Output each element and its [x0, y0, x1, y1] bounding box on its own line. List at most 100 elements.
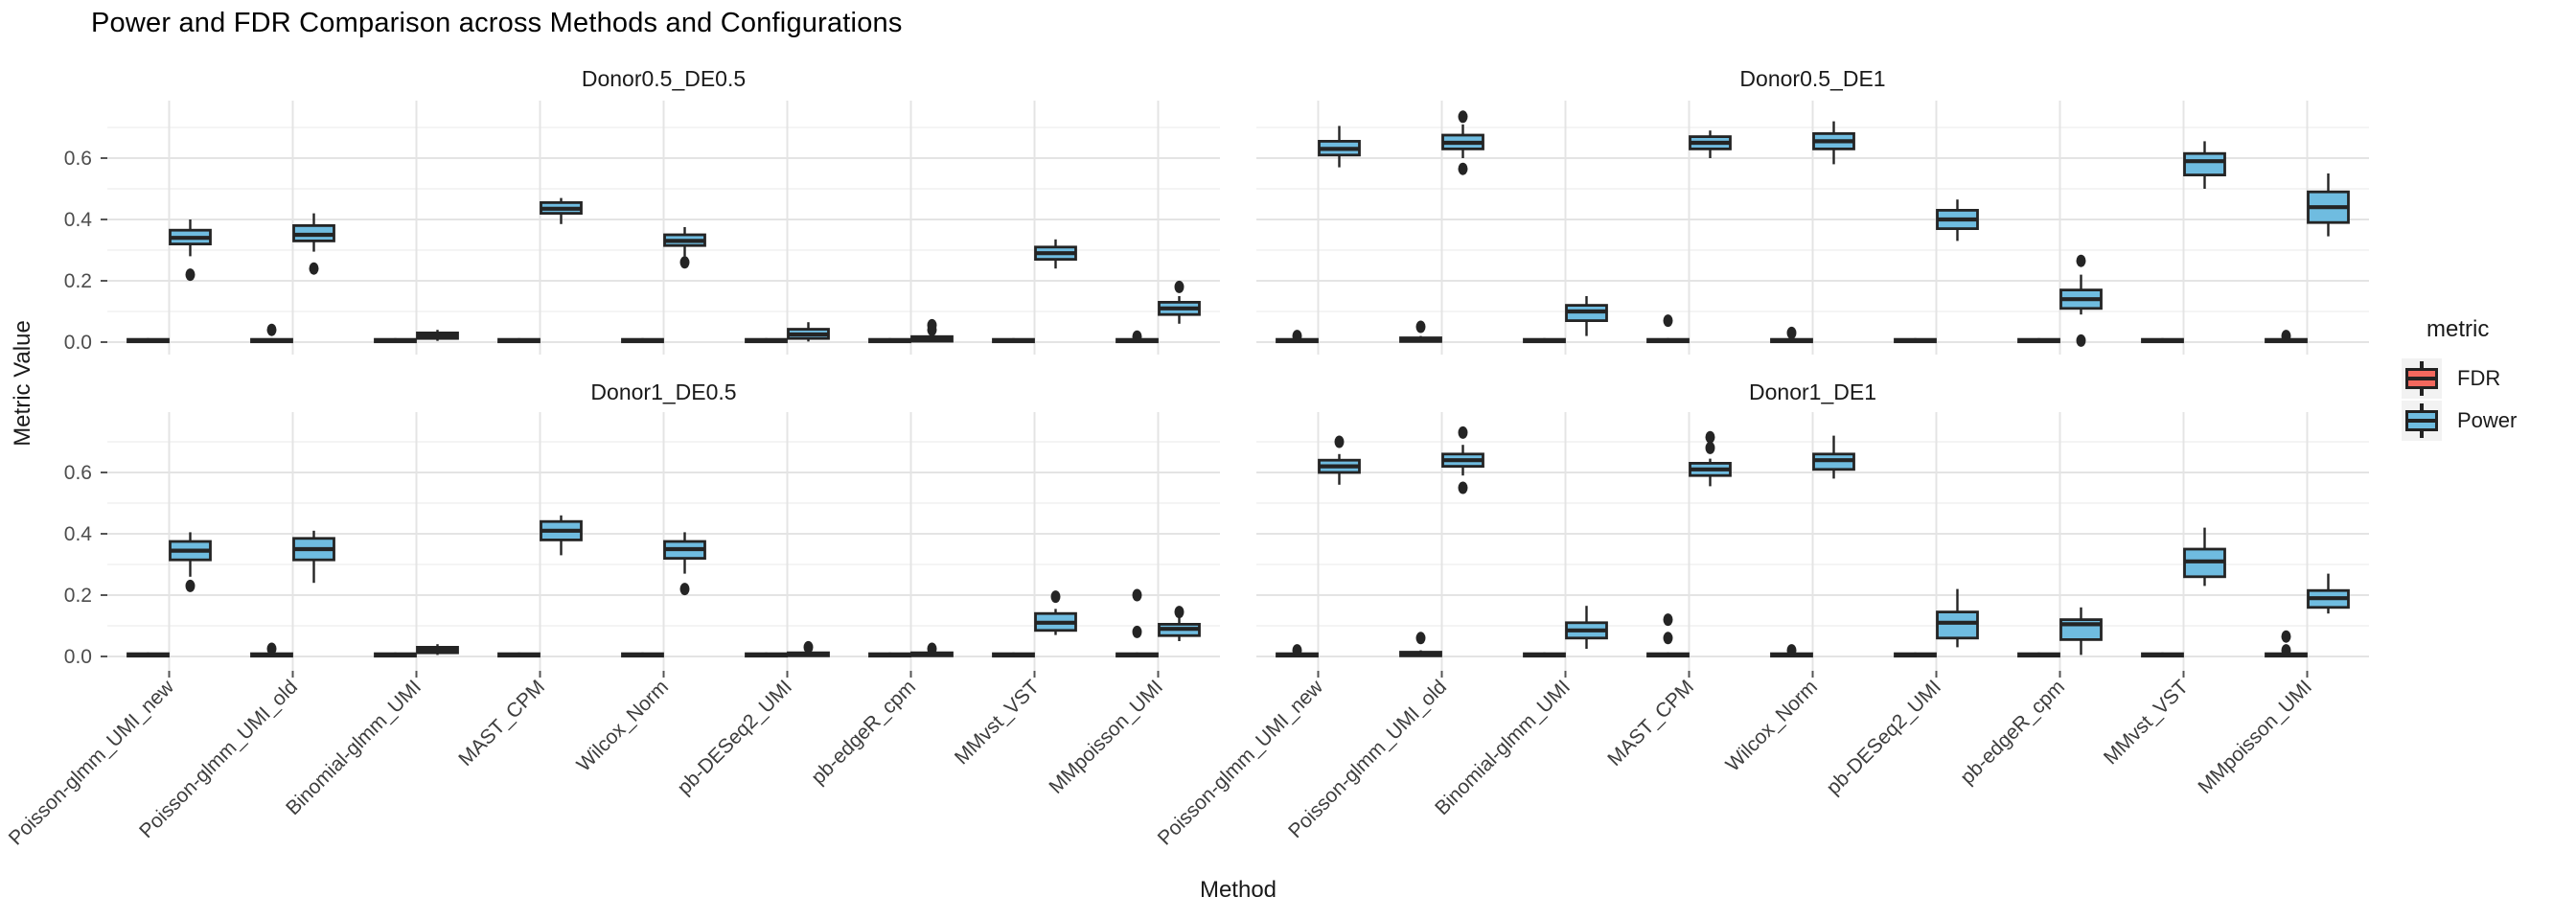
- legend-label-power: Power: [2457, 408, 2518, 432]
- box-fdr-MMvst_VST: [2141, 337, 2184, 344]
- box-power-pb-edgeR_cpm: [2059, 607, 2103, 656]
- legend-item-fdr: FDR: [2402, 358, 2517, 399]
- outlier-dot: [1458, 481, 1468, 494]
- facet-title: Donor1_DE0.5: [590, 380, 736, 404]
- box-fdr-pb-edgeR_cpm: [2017, 337, 2060, 344]
- outlier-dot: [266, 642, 277, 656]
- box-power-Poisson-glmm_UMI_old: [1441, 110, 1484, 175]
- outlier-dot: [309, 262, 319, 275]
- box-power-pb-edgeR_cpm: [910, 318, 954, 343]
- y-tick-label: 0.4: [64, 209, 93, 231]
- box-power-Poisson-glmm_UMI_new: [169, 219, 212, 282]
- box-power-Poisson-glmm_UMI_new: [169, 532, 212, 592]
- box-fdr-MAST_CPM: [1646, 314, 1690, 344]
- x-tick-label: MAST_CPM: [1603, 676, 1698, 770]
- y-tick-label: 0.2: [64, 270, 92, 292]
- x-tick-label: Binomial-glmm_UMI: [1431, 676, 1575, 819]
- outlier-dot: [1663, 613, 1673, 627]
- box-fdr-MMvst_VST: [992, 337, 1035, 344]
- box-fdr-MMvst_VST: [2141, 652, 2184, 658]
- box-power-Binomial-glmm_UMI: [416, 330, 459, 341]
- x-tick-label: MAST_CPM: [454, 676, 549, 770]
- outlier-dot: [2281, 330, 2291, 343]
- box-power-MAST_CPM: [1689, 130, 1732, 158]
- box-power-Binomial-glmm_UMI: [416, 644, 459, 656]
- outlier-dot: [1174, 606, 1184, 619]
- outlier-dot: [679, 583, 690, 596]
- box-fdr-Poisson-glmm_UMI_old: [250, 323, 293, 344]
- outlier-dot: [1458, 426, 1468, 439]
- box-power-MAST_CPM: [540, 515, 583, 556]
- box-fdr-Wilcox_Norm: [1770, 326, 1813, 344]
- box-fdr-MMpoisson_UMI: [1116, 588, 1159, 658]
- x-tick-label: MMvst_VST: [951, 676, 1044, 769]
- x-tick-label: Wilcox_Norm: [572, 676, 673, 776]
- box-fdr-pb-DESeq2_UMI: [1894, 652, 1937, 658]
- box-fdr-Poisson-glmm_UMI_new: [1276, 644, 1319, 658]
- y-tick-label: 0.0: [64, 646, 92, 668]
- box-power-Poisson-glmm_UMI_old: [292, 530, 335, 584]
- x-tick-label: MMpoisson_UMI: [1045, 676, 1167, 798]
- outlier-dot: [1415, 320, 1426, 334]
- box-power-MMpoisson_UMI: [2307, 173, 2350, 237]
- x-tick-label: MMpoisson_UMI: [2194, 676, 2316, 798]
- facet-title: Donor0.5_DE0.5: [582, 66, 746, 91]
- legend: metric FDR Power: [2402, 316, 2517, 443]
- box-fdr-Binomial-glmm_UMI: [1523, 652, 1566, 658]
- box-power-Wilcox_Norm: [663, 227, 706, 269]
- x-tick-label: MMvst_VST: [2100, 676, 2193, 769]
- box-power-Binomial-glmm_UMI: [1565, 296, 1608, 336]
- box-power-MMvst_VST: [1034, 590, 1077, 635]
- box-power-pb-DESeq2_UMI: [1936, 199, 1979, 242]
- outlier-dot: [1705, 430, 1715, 444]
- box-power-MMpoisson_UMI: [1158, 606, 1201, 641]
- box-fdr-Poisson-glmm_UMI_new: [1276, 330, 1319, 344]
- box-fdr-pb-edgeR_cpm: [2017, 652, 2060, 658]
- outlier-dot: [2076, 334, 2086, 347]
- box-power-pb-edgeR_cpm: [2059, 254, 2103, 347]
- y-axis-title: Metric Value: [10, 320, 35, 447]
- legend-title: metric: [2426, 316, 2490, 342]
- outlier-dot: [1663, 314, 1673, 328]
- outlier-dot: [1132, 625, 1142, 638]
- x-axis-title: Method: [1199, 877, 1277, 903]
- outlier-dot: [1458, 162, 1468, 175]
- x-tick-label: Wilcox_Norm: [1721, 676, 1822, 776]
- x-tick-label: Binomial-glmm_UMI: [282, 676, 426, 819]
- legend-label-fdr: FDR: [2457, 366, 2501, 390]
- outlier-dot: [803, 640, 814, 654]
- box-power-Wilcox_Norm: [663, 532, 706, 596]
- box-power-Poisson-glmm_UMI_new: [1318, 435, 1361, 485]
- box-power-Wilcox_Norm: [1812, 121, 1855, 165]
- outlier-dot: [266, 323, 277, 336]
- box-fdr-MAST_CPM: [497, 337, 540, 344]
- box-fdr-Poisson-glmm_UMI_old: [250, 642, 293, 658]
- box-fdr-MAST_CPM: [497, 652, 540, 658]
- box-fdr-Poisson-glmm_UMI_old: [1399, 632, 1442, 657]
- outlier-dot: [2076, 254, 2086, 267]
- box-power-MMvst_VST: [2183, 141, 2226, 189]
- box-fdr-Wilcox_Norm: [621, 337, 664, 344]
- x-tick-label: pb-DESeq2_UMI: [674, 676, 797, 799]
- outlier-dot: [1705, 441, 1715, 454]
- outlier-dot: [1458, 110, 1468, 124]
- box-power-Poisson-glmm_UMI_old: [292, 213, 335, 275]
- y-tick-label: 0.0: [64, 332, 92, 354]
- box-power-MMvst_VST: [1034, 239, 1077, 269]
- box-fdr-pb-DESeq2_UMI: [1894, 337, 1937, 344]
- outlier-dot: [1786, 326, 1797, 339]
- power-boxplot-key-icon: [2402, 401, 2442, 441]
- outlier-dot: [185, 579, 196, 592]
- box-power-Poisson-glmm_UMI_new: [1318, 126, 1361, 168]
- box-power-MAST_CPM: [1689, 430, 1732, 487]
- x-tick-label: pb-edgeR_cpm: [807, 676, 920, 789]
- chart-title: Power and FDR Comparison across Methods …: [91, 8, 903, 38]
- outlier-dot: [2281, 644, 2291, 657]
- y-tick-label: 0.4: [64, 523, 93, 545]
- box-fdr-MMpoisson_UMI: [2265, 630, 2308, 658]
- box-fdr-MMvst_VST: [992, 652, 1035, 658]
- facet-title: Donor1_DE1: [1749, 380, 1876, 404]
- box-power-pb-DESeq2_UMI: [1936, 588, 1979, 648]
